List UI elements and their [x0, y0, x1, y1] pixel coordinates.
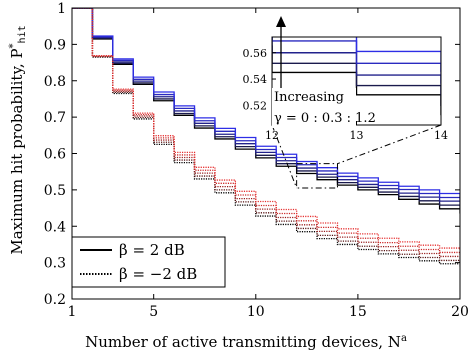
- legend-entry-beta-2db: β = 2 dB: [119, 241, 185, 259]
- inset-annotation-line2: γ = 0 : 0.3 : 1.2: [274, 111, 376, 126]
- zoom-connector-right: [337, 124, 442, 165]
- x-tick-label: 5: [149, 304, 158, 320]
- inset-y-tick-label: 0.52: [243, 99, 268, 112]
- x-axis-label-text: Number of active transmitting devices, N: [85, 333, 401, 351]
- x-tick-label: 20: [451, 304, 469, 320]
- x-tick-label: 1: [68, 304, 77, 320]
- y-tick-label: 0.7: [44, 110, 66, 126]
- y-tick-label: 0.2: [44, 292, 66, 308]
- y-tick-label: 1: [57, 1, 66, 17]
- y-tick-label: 0.8: [44, 74, 66, 90]
- inset-annotation-background: [272, 88, 356, 128]
- x-tick-label: 10: [247, 304, 265, 320]
- series-lines: [72, 8, 460, 267]
- series-line-beta-2dB-gamma-1p2: [72, 8, 460, 198]
- y-tick-label: 0.5: [44, 183, 66, 199]
- inset-y-tick-label: 0.54: [243, 73, 268, 86]
- zoom-connector-left: [271, 124, 298, 189]
- legend-frame: [71, 236, 226, 288]
- y-axis-label: Maximum hit probability, P*hit: [8, 25, 28, 254]
- inset-x-tick-label: 14: [434, 129, 448, 142]
- inset-annotation: Increasing γ = 0 : 0.3 : 1.2: [272, 88, 376, 128]
- legend-entry-beta-minus2db: β = −2 dB: [119, 265, 197, 283]
- y-tick-label: 0.6: [44, 147, 66, 163]
- series-line-beta-neg2dB-gamma-0p6: [72, 8, 460, 259]
- zoom-region-box: [296, 163, 338, 189]
- x-axis-label-superscript: a: [401, 333, 407, 344]
- inset-x-tick-label: 13: [350, 129, 364, 142]
- x-tick-label: 15: [349, 304, 367, 320]
- x-axis-label: Number of active transmitting devices, N…: [85, 333, 407, 351]
- y-axis-label-superscript: *: [8, 43, 19, 48]
- y-tick-label: 0.4: [44, 219, 66, 235]
- y-axis-label-text: Maximum hit probability, P: [8, 48, 26, 254]
- inset-x-tick-label: 12: [265, 129, 279, 142]
- y-tick-label: 0.9: [44, 37, 66, 53]
- y-tick-label: 0.3: [44, 256, 66, 272]
- legend: β = 2 dB β = −2 dB: [71, 236, 226, 288]
- inset-annotation-line1: Increasing: [274, 90, 344, 105]
- y-axis-label-subscript: hit: [17, 25, 28, 43]
- inset-y-tick-label: 0.56: [243, 47, 268, 60]
- increasing-arrow-head-icon: [276, 16, 286, 27]
- series-line-beta-neg2dB-gamma-1p2: [72, 8, 460, 251]
- inset-plot: 12 13 14 0.52 0.54 0.56: [243, 36, 448, 142]
